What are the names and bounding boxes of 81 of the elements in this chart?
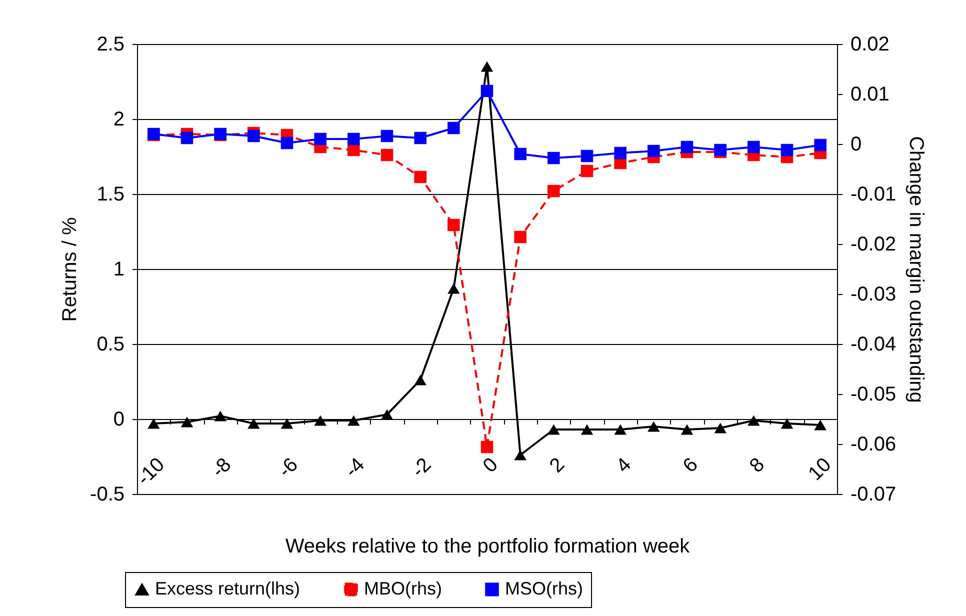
y-tick-label: -0.5 bbox=[90, 484, 124, 506]
legend-label: MSO(rhs) bbox=[505, 578, 583, 598]
y2-tick-label: -0.03 bbox=[850, 284, 896, 306]
point bbox=[814, 420, 826, 430]
point bbox=[548, 184, 560, 198]
point bbox=[480, 440, 494, 454]
y-tick-label: 0 bbox=[113, 408, 124, 430]
point bbox=[748, 415, 760, 426]
x-tick-label: -4 bbox=[340, 454, 370, 482]
y2-tick-label: -0.06 bbox=[850, 434, 896, 456]
point bbox=[680, 140, 694, 154]
point bbox=[548, 424, 560, 435]
x-tick-label: 2 bbox=[546, 454, 570, 478]
point bbox=[548, 152, 560, 164]
point bbox=[448, 218, 460, 232]
point bbox=[714, 422, 726, 434]
point bbox=[780, 144, 794, 156]
point bbox=[348, 415, 360, 426]
point bbox=[314, 132, 326, 146]
point bbox=[680, 424, 694, 435]
point bbox=[648, 144, 660, 158]
x-tick-label: 6 bbox=[678, 454, 702, 478]
point bbox=[580, 164, 594, 178]
point bbox=[214, 410, 226, 422]
y-tick-label: 1 bbox=[113, 258, 124, 280]
point bbox=[380, 148, 394, 162]
y2-tick-label: 0.01 bbox=[850, 84, 890, 106]
point bbox=[580, 424, 594, 435]
y2-tick-label: -0.02 bbox=[850, 234, 896, 256]
y-axis-title: Returns / % bbox=[59, 217, 82, 322]
point bbox=[180, 416, 194, 428]
y2-tick-label: 0.02 bbox=[850, 34, 890, 56]
point bbox=[180, 132, 194, 144]
point bbox=[480, 61, 494, 72]
y2-tick-label: -0.05 bbox=[850, 384, 896, 406]
point bbox=[414, 132, 426, 144]
x-tick-label: 10 bbox=[804, 454, 836, 486]
y-tick-label: 0.5 bbox=[96, 334, 124, 356]
point bbox=[380, 130, 394, 142]
point bbox=[514, 230, 526, 244]
point bbox=[148, 418, 160, 429]
point bbox=[248, 130, 260, 142]
point bbox=[348, 132, 360, 146]
point bbox=[280, 418, 294, 429]
x-tick-label: -6 bbox=[274, 454, 302, 482]
y-tick-label: 2 bbox=[113, 108, 124, 130]
x-axis-title: Weeks relative to the portfolio formation week bbox=[285, 536, 691, 558]
point bbox=[514, 450, 526, 460]
point bbox=[414, 170, 426, 184]
point bbox=[514, 148, 526, 160]
point bbox=[480, 84, 494, 98]
point bbox=[814, 138, 826, 152]
point bbox=[580, 150, 594, 162]
y2-tick-label: -0.07 bbox=[850, 484, 896, 506]
legend-label: Excess return(lhs) bbox=[155, 578, 300, 598]
y2-axis-title: Change in margin outstanding bbox=[905, 136, 928, 403]
x-tick-label: -8 bbox=[208, 454, 236, 482]
legend-label: MBO(rhs) bbox=[364, 578, 442, 598]
point bbox=[648, 421, 660, 432]
y-tick-label: 1.5 bbox=[96, 184, 124, 206]
point bbox=[614, 146, 626, 160]
y2-tick-label: -0.01 bbox=[850, 184, 896, 206]
point bbox=[448, 283, 460, 294]
y2-tick-label: -0.04 bbox=[850, 334, 896, 356]
point bbox=[248, 418, 260, 429]
y-tick-label: 2.5 bbox=[96, 34, 124, 56]
x-tick-label: -10 bbox=[133, 454, 170, 490]
y2-tick-label: 0 bbox=[850, 134, 862, 156]
point bbox=[280, 136, 294, 150]
point bbox=[414, 374, 426, 386]
point bbox=[348, 144, 360, 156]
x-tick-label: 4 bbox=[612, 454, 636, 478]
point bbox=[380, 409, 394, 420]
point bbox=[780, 418, 794, 429]
x-tick-label: -2 bbox=[408, 454, 436, 482]
point bbox=[614, 424, 626, 435]
x-tick-label: 0 bbox=[478, 454, 502, 478]
point bbox=[748, 140, 760, 154]
point bbox=[448, 122, 460, 134]
point bbox=[314, 415, 326, 426]
x-tick-label: 8 bbox=[746, 454, 770, 478]
